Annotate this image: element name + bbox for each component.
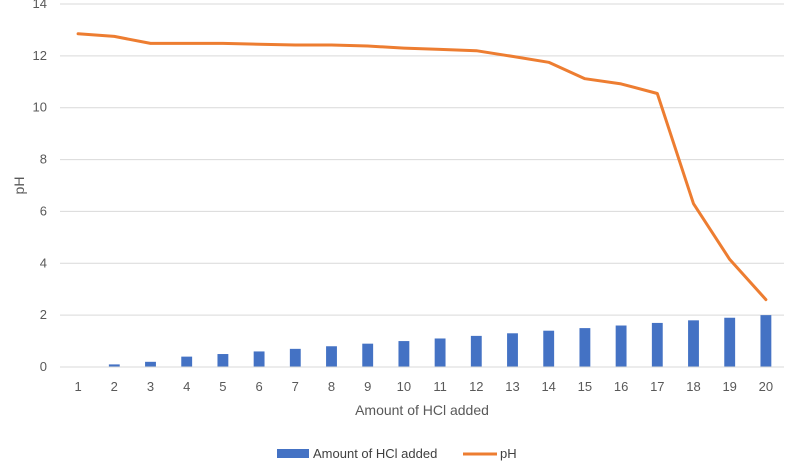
bar: [181, 356, 193, 367]
x-tick-label: 1: [74, 379, 81, 394]
bar: [724, 317, 736, 367]
legend: Amount of HCl added pH: [277, 446, 517, 461]
x-axis-title: Amount of HCl added: [355, 402, 489, 418]
gridlines: [60, 3, 784, 316]
x-tick-label: 7: [292, 379, 299, 394]
x-tick-label: 6: [255, 379, 262, 394]
bar: [579, 328, 591, 367]
x-tick-label: 16: [614, 379, 628, 394]
line-series-ph: [76, 32, 768, 302]
x-tick-label: 11: [433, 379, 447, 394]
y-tick-label: 4: [40, 255, 47, 270]
bar: [760, 315, 772, 367]
x-tick-label: 20: [759, 379, 773, 394]
y-tick-label: 12: [33, 48, 47, 63]
bar: [434, 338, 446, 367]
bar: [326, 346, 337, 367]
x-tick-label: 2: [111, 379, 118, 394]
x-tick-label: 14: [541, 379, 555, 394]
legend-label-ph: pH: [500, 446, 517, 461]
y-tick-label: 2: [40, 307, 47, 322]
x-tick-label: 4: [183, 379, 190, 394]
bar-series-amount-hcl: [108, 315, 772, 367]
bar: [543, 330, 555, 367]
y-tick-label: 10: [33, 100, 47, 115]
bar: [398, 341, 410, 367]
bar: [217, 354, 229, 367]
y-axis-ticks: 0 2 4 6 8 10 12 14: [33, 0, 47, 374]
x-tick-label: 17: [650, 379, 664, 394]
y-tick-label: 6: [40, 203, 47, 218]
x-tick-label: 8: [328, 379, 335, 394]
y-axis-title: pH: [11, 177, 27, 195]
bar: [651, 322, 663, 367]
y-tick-label: 14: [33, 0, 47, 11]
x-tick-label: 5: [219, 379, 226, 394]
x-tick-label: 13: [505, 379, 519, 394]
bar: [289, 348, 301, 367]
bar: [615, 325, 627, 367]
legend-swatch-amount-hcl: [277, 449, 309, 458]
bar: [253, 351, 265, 367]
ph-line: [76, 32, 768, 302]
x-tick-label: 10: [397, 379, 411, 394]
y-tick-label: 0: [40, 359, 47, 374]
bar: [362, 343, 374, 367]
x-tick-label: 18: [686, 379, 700, 394]
x-tick-label: 3: [147, 379, 154, 394]
x-tick-label: 15: [578, 379, 592, 394]
legend-label-amount-hcl: Amount of HCl added: [313, 446, 437, 461]
x-tick-label: 19: [722, 379, 736, 394]
bar: [507, 333, 518, 367]
bar: [145, 361, 156, 367]
y-tick-label: 8: [40, 152, 47, 167]
x-tick-label: 12: [469, 379, 483, 394]
x-axis-ticks: 1 2 3 4 5 6 7 8 9 10 11 12 13 14 15 16 17 18 19 20: [74, 379, 773, 394]
bar: [688, 320, 699, 367]
bar: [108, 364, 120, 367]
x-tick-label: 9: [364, 379, 371, 394]
bar: [470, 335, 482, 367]
